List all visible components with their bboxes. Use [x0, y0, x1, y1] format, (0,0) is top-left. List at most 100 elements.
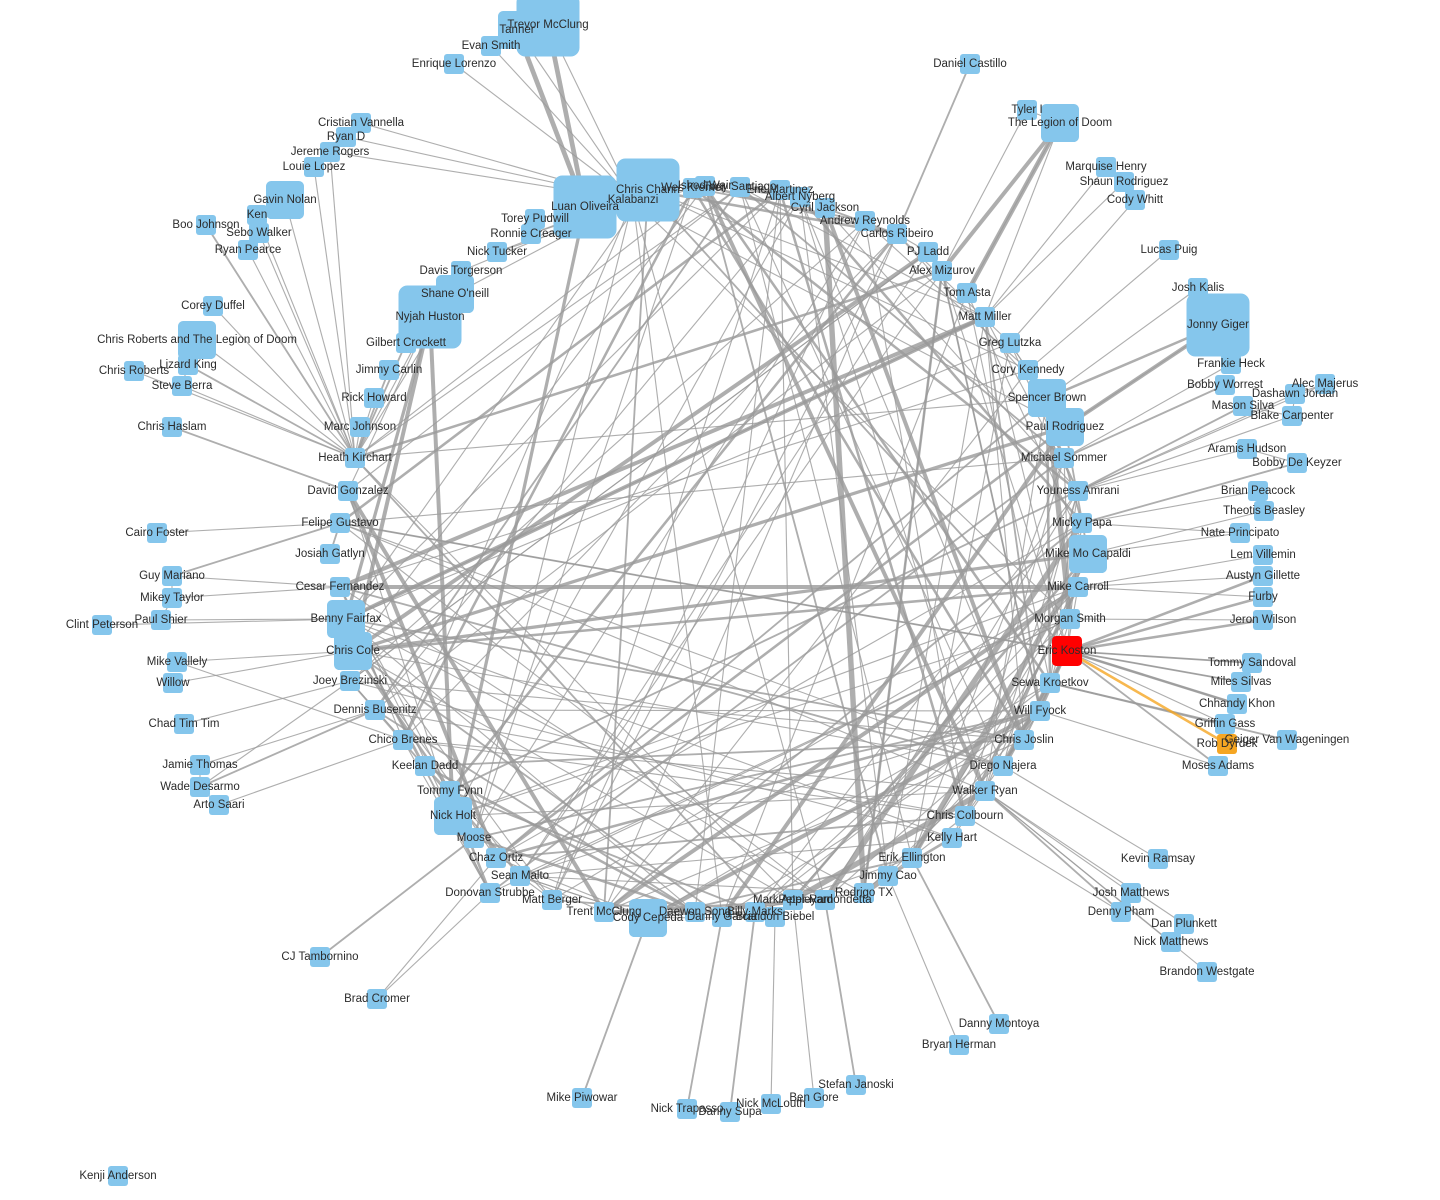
svg-text:Walker Ryan: Walker Ryan	[952, 785, 1017, 797]
svg-text:Dan Plunkett: Dan Plunkett	[1151, 918, 1218, 930]
svg-text:Chhandy Khon: Chhandy Khon	[1199, 698, 1275, 710]
svg-text:Benny Fairfax: Benny Fairfax	[311, 613, 382, 625]
svg-text:Davis Torgerson: Davis Torgerson	[420, 265, 503, 277]
svg-text:Paul Rodriguez: Paul Rodriguez	[1026, 421, 1105, 433]
svg-text:Arto Saari: Arto Saari	[193, 799, 244, 811]
svg-text:Willow: Willow	[156, 677, 190, 689]
svg-text:Clint Peterson: Clint Peterson	[66, 619, 138, 631]
svg-text:Austyn Gillette: Austyn Gillette	[1226, 570, 1300, 582]
svg-text:Kalabanzi: Kalabanzi	[608, 194, 659, 206]
svg-text:Bobby De Keyzer: Bobby De Keyzer	[1252, 457, 1342, 469]
svg-text:Lucas Puig: Lucas Puig	[1141, 244, 1198, 256]
svg-text:Ryan Pearce: Ryan Pearce	[215, 244, 281, 256]
svg-text:Marc Johnson: Marc Johnson	[324, 421, 396, 433]
svg-text:Steve Berra: Steve Berra	[152, 380, 213, 392]
svg-text:Aramis Hudson: Aramis Hudson	[1208, 443, 1287, 455]
svg-text:Louie Lopez: Louie Lopez	[283, 161, 346, 173]
svg-text:Jeron Wilson: Jeron Wilson	[1230, 614, 1296, 626]
svg-text:Jimmy Cao: Jimmy Cao	[859, 870, 917, 882]
svg-text:Felipe Gustavo: Felipe Gustavo	[301, 517, 378, 529]
svg-text:Tyler I: Tyler I	[1011, 104, 1042, 116]
svg-text:Ken: Ken	[247, 209, 267, 221]
svg-text:Matt Miller: Matt Miller	[958, 311, 1011, 323]
svg-text:Brad Cromer: Brad Cromer	[344, 993, 410, 1005]
svg-text:Sewa Kroetkov: Sewa Kroetkov	[1011, 677, 1089, 689]
svg-text:Kelly Hart: Kelly Hart	[927, 832, 978, 844]
svg-text:Micky Papa: Micky Papa	[1052, 517, 1112, 529]
svg-text:Carlos Ribeiro: Carlos Ribeiro	[861, 228, 934, 240]
svg-text:Tommy Fynn: Tommy Fynn	[417, 785, 483, 797]
svg-text:Tom Asta: Tom Asta	[943, 287, 991, 299]
svg-text:Spencer Brown: Spencer Brown	[1008, 392, 1087, 404]
svg-text:Cesar Fernandez: Cesar Fernandez	[296, 581, 385, 593]
svg-text:Nick Tucker: Nick Tucker	[467, 246, 527, 258]
svg-text:Chris Colbourn: Chris Colbourn	[927, 810, 1004, 822]
svg-text:Bryan Herman: Bryan Herman	[922, 1039, 996, 1051]
svg-text:Chris Joslin: Chris Joslin	[994, 734, 1053, 746]
svg-text:Torey Pudwill: Torey Pudwill	[501, 213, 569, 225]
svg-text:Tanner: Tanner	[499, 24, 534, 36]
svg-text:Sebo Walker: Sebo Walker	[226, 227, 292, 239]
svg-text:Frankie Heck: Frankie Heck	[1197, 358, 1265, 370]
svg-text:Jereme Rogers: Jereme Rogers	[291, 146, 370, 158]
svg-text:Andrew Reynolds: Andrew Reynolds	[820, 215, 910, 227]
svg-text:Marquise Henry: Marquise Henry	[1065, 161, 1146, 173]
svg-text:Mike Vallely: Mike Vallely	[147, 656, 208, 668]
svg-text:Chico Brenes: Chico Brenes	[368, 734, 437, 746]
svg-text:Joey Brezinski: Joey Brezinski	[313, 675, 387, 687]
svg-text:Mark Appleyard: Mark Appleyard	[753, 894, 833, 906]
svg-text:The Legion of Doom: The Legion of Doom	[1008, 117, 1112, 129]
svg-text:Nick Holt: Nick Holt	[430, 810, 477, 822]
svg-text:Ben Gore: Ben Gore	[789, 1092, 838, 1104]
svg-text:Theotis Beasley: Theotis Beasley	[1223, 505, 1305, 517]
svg-text:Cristian Vannella: Cristian Vannella	[318, 117, 405, 129]
svg-text:Nate Principato: Nate Principato	[1201, 527, 1280, 539]
svg-text:Mike Piwowar: Mike Piwowar	[547, 1092, 618, 1104]
svg-text:Enrique Lorenzo: Enrique Lorenzo	[412, 58, 496, 70]
svg-text:Danny Montoya: Danny Montoya	[959, 1018, 1040, 1030]
svg-text:Chad Tim Tim: Chad Tim Tim	[149, 718, 220, 730]
svg-text:Keelan Dadd: Keelan Dadd	[392, 760, 459, 772]
svg-text:Daniel Castillo: Daniel Castillo	[933, 58, 1007, 70]
svg-text:Will Fyock: Will Fyock	[1014, 705, 1067, 717]
svg-text:Blake Carpenter: Blake Carpenter	[1250, 410, 1333, 422]
svg-text:Guy Mariano: Guy Mariano	[139, 570, 205, 582]
svg-text:Rick Howard: Rick Howard	[341, 392, 406, 404]
svg-text:Lizard King: Lizard King	[159, 359, 217, 371]
svg-text:Mike Carroll: Mike Carroll	[1047, 581, 1108, 593]
svg-text:Ryan D: Ryan D	[327, 131, 365, 143]
svg-text:Erik Ellington: Erik Ellington	[878, 852, 945, 864]
svg-text:Kenji Anderson: Kenji Anderson	[79, 1170, 156, 1182]
svg-text:Cory Kennedy: Cory Kennedy	[992, 364, 1065, 376]
svg-text:Mikey Taylor: Mikey Taylor	[140, 592, 204, 604]
svg-text:Furby: Furby	[1248, 591, 1278, 603]
svg-text:Gavin Nolan: Gavin Nolan	[253, 194, 316, 206]
svg-text:Brandon Biebel: Brandon Biebel	[736, 911, 815, 923]
svg-text:Griffin Gass: Griffin Gass	[1195, 718, 1256, 730]
svg-text:Jonny Giger: Jonny Giger	[1187, 319, 1249, 331]
svg-text:PJ Ladd: PJ Ladd	[907, 246, 949, 258]
svg-text:Shaun Rodriguez: Shaun Rodriguez	[1080, 176, 1169, 188]
svg-text:Josh Matthews: Josh Matthews	[1093, 887, 1170, 899]
svg-text:Cody Whitt: Cody Whitt	[1107, 194, 1164, 206]
svg-text:Stefan Janoski: Stefan Janoski	[818, 1079, 893, 1091]
svg-text:Geiger Van Wageningen: Geiger Van Wageningen	[1225, 734, 1350, 746]
svg-text:David Gonzalez: David Gonzalez	[307, 485, 388, 497]
svg-text:Cairo Foster: Cairo Foster	[125, 527, 188, 539]
svg-text:Moses Adams: Moses Adams	[1182, 760, 1254, 772]
svg-text:Diego Najera: Diego Najera	[969, 760, 1037, 772]
svg-text:Corey Duffel: Corey Duffel	[181, 300, 245, 312]
svg-text:Michael Sommer: Michael Sommer	[1021, 452, 1107, 464]
svg-text:Shane O'neill: Shane O'neill	[421, 288, 489, 300]
svg-text:Heath Kirchart: Heath Kirchart	[318, 452, 392, 464]
svg-text:Matt Berger: Matt Berger	[522, 894, 582, 906]
svg-text:Lem Villemin: Lem Villemin	[1230, 549, 1296, 561]
svg-text:Sean Malto: Sean Malto	[491, 870, 549, 882]
svg-text:Mike Mo Capaldi: Mike Mo Capaldi	[1045, 548, 1131, 560]
svg-text:Brian Peacock: Brian Peacock	[1221, 485, 1295, 497]
svg-text:Chris Cole: Chris Cole	[326, 645, 380, 657]
svg-text:Chaz Ortiz: Chaz Ortiz	[469, 852, 524, 864]
svg-text:Ronnie Creager: Ronnie Creager	[490, 228, 571, 240]
svg-text:Chris Roberts and The Legion o: Chris Roberts and The Legion of Doom	[97, 334, 297, 346]
svg-text:Denny Pham: Denny Pham	[1088, 906, 1154, 918]
